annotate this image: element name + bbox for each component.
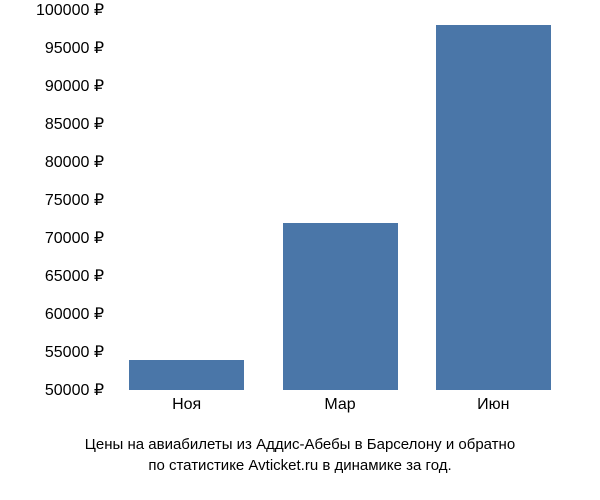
y-tick-label: 85000 ₽ xyxy=(45,114,104,134)
x-axis: Ноя Мар Июн xyxy=(110,390,570,420)
bar xyxy=(436,25,551,390)
x-tick-label: Мар xyxy=(324,396,355,414)
y-axis: 50000 ₽55000 ₽60000 ₽65000 ₽70000 ₽75000… xyxy=(20,10,108,390)
y-tick-label: 80000 ₽ xyxy=(45,152,104,172)
y-tick-label: 55000 ₽ xyxy=(45,342,104,362)
caption-line-2: по статистике Avticket.ru в динамике за … xyxy=(0,455,600,476)
y-tick-label: 70000 ₽ xyxy=(45,228,104,248)
y-tick-label: 60000 ₽ xyxy=(45,304,104,324)
y-tick-label: 90000 ₽ xyxy=(45,76,104,96)
y-tick-label: 65000 ₽ xyxy=(45,266,104,286)
caption-line-1: Цены на авиабилеты из Аддис-Абебы в Барс… xyxy=(0,434,600,455)
plot-area xyxy=(110,10,570,390)
bar xyxy=(129,360,244,390)
price-bar-chart: 50000 ₽ 55000 ₽ 60000 ₽ 65000 ₽ 70000 ₽ 75000… xyxy=(20,10,580,430)
x-tick-label: Июн xyxy=(477,396,509,414)
chart-caption: Цены на авиабилеты из Аддис-Абебы в Барс… xyxy=(0,434,600,476)
x-tick-label: Ноя xyxy=(172,396,201,414)
y-tick-label: 100000 ₽ xyxy=(36,0,104,20)
bar xyxy=(283,223,398,390)
y-tick-label: 95000 ₽ xyxy=(45,38,104,58)
y-tick-label: 50000 ₽ xyxy=(45,380,104,400)
y-tick-label: 75000 ₽ xyxy=(45,190,104,210)
bars-group xyxy=(110,10,570,390)
